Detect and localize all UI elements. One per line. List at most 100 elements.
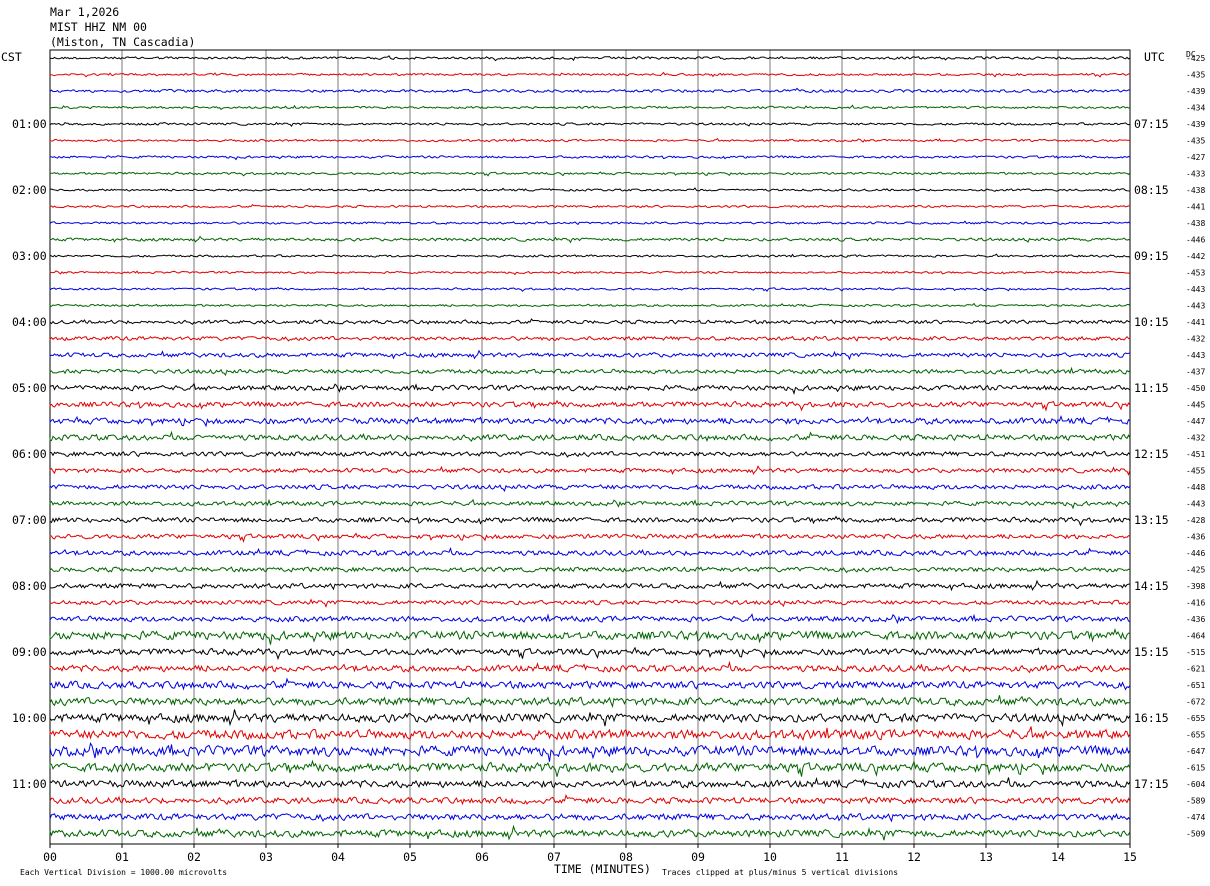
trace-row-13 [49, 270, 1131, 276]
right-hour-label: 13:15 [1134, 513, 1169, 527]
dc-offset-value: -425 [1186, 54, 1205, 63]
right-hour-label: 11:15 [1134, 381, 1169, 395]
dc-offset-value: -439 [1186, 87, 1205, 96]
dc-offset-value: -474 [1186, 813, 1205, 822]
right-hour-label: 16:15 [1134, 711, 1169, 725]
trace-row-3 [49, 104, 1131, 111]
dc-offset-value: -446 [1186, 236, 1205, 245]
dc-offset-labels: -425 -435 -439 -434 -439 -435 -427 -433 -438 -441… [1186, 54, 1205, 839]
right-hour-label: 10:15 [1134, 315, 1169, 329]
dc-offset-value: -446 [1186, 549, 1205, 558]
trace-row-39 [49, 695, 1131, 709]
trace-row-16 [49, 318, 1131, 325]
left-hour-label: 08:00 [12, 579, 47, 593]
seismic-traces [49, 55, 1131, 841]
x-tick-label: 04 [331, 850, 345, 864]
trace-row-17 [49, 335, 1131, 342]
x-tick-label: 13 [979, 850, 993, 864]
right-hour-label: 15:15 [1134, 645, 1169, 659]
x-tick-label: 00 [43, 850, 57, 864]
trace-row-23 [49, 430, 1131, 442]
left-hour-label: 11:00 [12, 777, 47, 791]
trace-row-29 [49, 532, 1131, 543]
dc-offset-value: -515 [1186, 648, 1205, 657]
left-hour-label: 04:00 [12, 315, 47, 329]
dc-offset-value: -438 [1186, 219, 1205, 228]
trace-row-9 [49, 204, 1130, 209]
x-tick-label: 10 [763, 850, 777, 864]
clip-note: Traces clipped at plus/minus 5 vertical … [662, 868, 898, 877]
trace-row-32 [49, 579, 1130, 592]
plot-frame [49, 49, 1131, 845]
right-hour-label: 07:15 [1134, 117, 1169, 131]
dc-offset-value: -651 [1186, 681, 1205, 690]
dc-offset-value: -672 [1186, 698, 1205, 707]
trace-row-31 [49, 566, 1131, 574]
trace-row-34 [49, 613, 1131, 625]
dc-offset-value: -455 [1186, 467, 1205, 476]
dc-offset-value: -655 [1186, 714, 1205, 723]
x-tick-label: 06 [475, 850, 489, 864]
trace-row-5 [49, 138, 1131, 143]
trace-row-38 [49, 677, 1131, 691]
trace-row-10 [49, 220, 1131, 226]
x-tick-label: 01 [115, 850, 129, 864]
dc-offset-value: -443 [1186, 285, 1205, 294]
trace-row-6 [49, 154, 1131, 161]
trace-row-21 [49, 399, 1131, 412]
trace-row-44 [49, 776, 1131, 789]
trace-row-7 [49, 171, 1131, 177]
dc-offset-value: -604 [1186, 780, 1205, 789]
x-tick-label: 08 [619, 850, 633, 864]
dc-offset-value: -439 [1186, 120, 1205, 129]
trace-row-18 [49, 349, 1131, 361]
dc-offset-value: -432 [1186, 434, 1205, 443]
x-tick-label: 05 [403, 850, 417, 864]
dc-offset-value: -451 [1186, 450, 1205, 459]
trace-row-46 [49, 812, 1131, 823]
trace-row-1 [49, 71, 1131, 78]
trace-row-40 [49, 709, 1131, 728]
trace-row-37 [49, 660, 1131, 674]
x-axis: 00 01 02 03 04 05 06 07 08 09 10 11 12 13 14 15 [43, 844, 1137, 864]
trace-row-35 [49, 627, 1131, 645]
trace-row-14 [49, 286, 1131, 293]
trace-row-4 [49, 121, 1131, 128]
dc-offset-value: -448 [1186, 483, 1205, 492]
trace-row-25 [49, 465, 1131, 476]
dc-offset-value: -453 [1186, 269, 1205, 278]
left-hour-label: 01:00 [12, 117, 47, 131]
scale-note: Each Vertical Division = 1000.00 microvo… [20, 868, 227, 877]
x-tick-label: 12 [907, 850, 921, 864]
left-hour-label: 03:00 [12, 249, 47, 263]
record-date: Mar 1,2026 [50, 5, 119, 19]
left-hour-label: 06:00 [12, 447, 47, 461]
trace-row-45 [49, 794, 1131, 806]
trace-row-12 [49, 253, 1131, 258]
trace-row-11 [49, 235, 1131, 244]
right-hour-label: 12:15 [1134, 447, 1169, 461]
trace-row-22 [49, 414, 1131, 428]
trace-row-36 [49, 646, 1131, 661]
station-location: (Miston, TN Cascadia) [50, 35, 195, 49]
dc-offset-value: -509 [1186, 830, 1205, 839]
left-hour-labels: 01:00 02:00 03:00 04:00 05:00 06:00 07:00 08:00… [12, 117, 47, 791]
left-hour-label: 10:00 [12, 711, 47, 725]
dc-offset-value: -434 [1186, 104, 1205, 113]
dc-offset-value: -655 [1186, 731, 1205, 740]
trace-row-20 [49, 382, 1131, 396]
trace-row-41 [49, 726, 1131, 742]
dc-offset-value: -450 [1186, 384, 1205, 393]
x-tick-label: 02 [187, 850, 201, 864]
dc-offset-value: -433 [1186, 170, 1205, 179]
trace-row-19 [49, 366, 1131, 377]
right-hour-label: 17:15 [1134, 777, 1169, 791]
right-hour-label: 14:15 [1134, 579, 1169, 593]
dc-offset-value: -432 [1186, 335, 1205, 344]
left-hour-label: 09:00 [12, 645, 47, 659]
right-hour-label: 09:15 [1134, 249, 1169, 263]
trace-row-42 [49, 741, 1131, 762]
left-timezone-label: CST [1, 50, 22, 64]
dc-offset-value: -436 [1186, 533, 1205, 542]
dc-offset-value: -441 [1186, 318, 1205, 327]
